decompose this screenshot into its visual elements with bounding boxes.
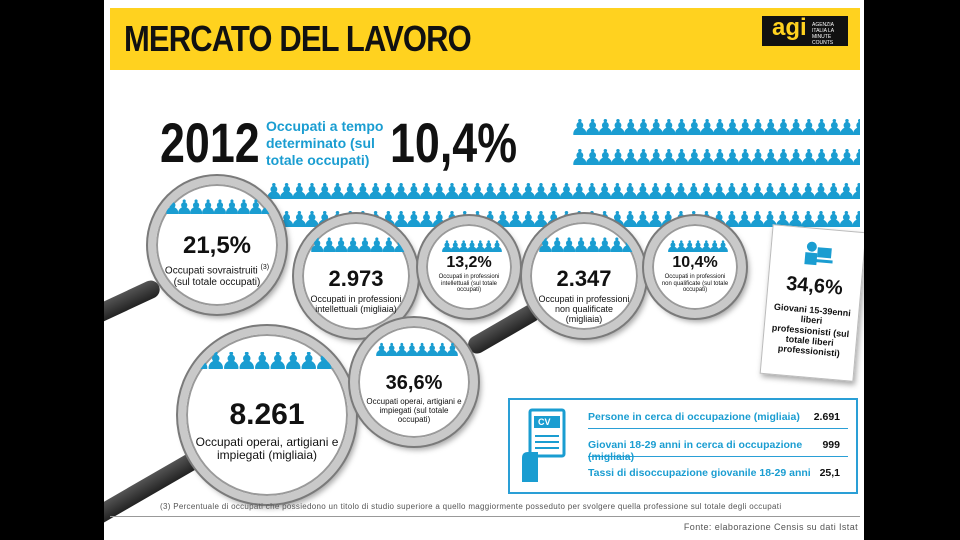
lens-workers: ♟♟♟♟♟♟♟♟♟♟ 8.261 Occupati operai, artigi… — [178, 326, 356, 504]
footnote: (3) Percentuale di occupati che possiedo… — [160, 502, 782, 511]
lens-intellectual-pct: ♟♟♟♟♟♟♟ 13,2% Occupati in professioni in… — [418, 216, 520, 318]
young-professionals-label: Giovani 15-39enni liberi professionisti … — [771, 301, 852, 359]
year-label: 2012 — [160, 111, 260, 174]
people-row-icon: ♟♟♟♟♟♟♟♟♟♟♟♟♟♟♟♟♟♟♟♟♟♟♟♟♟♟♟♟♟♟♟♟♟ — [570, 116, 860, 140]
intellectual-pct-label: Occupati in professioni intellettuali (s… — [438, 274, 500, 294]
row-label: Persone in cerca di occupazione (migliai… — [588, 411, 800, 423]
divider — [110, 516, 860, 517]
infobox-row: Tassi di disoccupazione giovanile 18-29 … — [588, 462, 848, 484]
row-label: Tassi di disoccupazione giovanile 18-29 … — [588, 467, 811, 479]
people-icon: ♟♟♟♟♟♟♟♟♟ — [163, 198, 276, 218]
intellectual-pct-value: 13,2% — [446, 254, 492, 271]
people-icon: ♟♟♟♟♟♟♟ — [439, 239, 504, 256]
people-icon: ♟♟♟♟♟♟♟ — [665, 239, 730, 256]
workers-label: Occupati operai, artigiani e impiegati (… — [195, 435, 339, 463]
overqualified-label: Occupati sovraistruiti (3) (sul totale o… — [164, 264, 270, 288]
people-row-icon: ♟♟♟♟♟♟♟♟♟♟♟♟♟♟♟♟♟♟♟♟♟♟♟♟♟♟♟♟♟♟♟♟♟ — [570, 146, 860, 170]
row-value: 999 — [822, 439, 840, 451]
workers-value: 8.261 — [229, 398, 305, 431]
row-label: Giovani 18-29 anni in cerca di occupazio… — [588, 439, 803, 463]
intellectual-label: Occupati in professioni intellettuali (m… — [310, 294, 402, 315]
people-icon: ♟♟♟♟♟♟♟♟ — [308, 236, 409, 256]
lens-unskilled-professions: ♟♟♟♟♟♟♟♟ 2.347 Occupati in professioni n… — [522, 214, 646, 338]
people-icon: ♟♟♟♟♟♟♟♟ — [373, 340, 460, 360]
temporary-workers-value: 10,4% — [390, 111, 518, 174]
row-value: 25,1 — [819, 467, 840, 479]
lens-unskilled-pct: ♟♟♟♟♟♟♟ 10,4% Occupati in professioni no… — [644, 216, 746, 318]
lens-intellectual-professions: ♟♟♟♟♟♟♟♟ 2.973 Occupati in professioni i… — [294, 214, 418, 338]
young-professionals-value: 34,6% — [785, 272, 844, 300]
lens-overqualified: ♟♟♟♟♟♟♟♟♟ 21,5% Occupati sovraistruiti (… — [148, 176, 286, 314]
infographic-sheet: MERCATO DEL LAVORO agi AGENZIA ITALIA LA… — [104, 0, 864, 540]
row-value: 2.691 — [813, 411, 840, 423]
header-banner: MERCATO DEL LAVORO agi AGENZIA ITALIA LA… — [110, 8, 860, 70]
workers-pct-label: Occupati operai, artigiani e impiegati (… — [366, 397, 462, 424]
unskilled-pct-label: Occupati in professioni non qualificate … — [661, 274, 729, 294]
infobox-row: Persone in cerca di occupazione (migliai… — [588, 406, 848, 429]
people-icon: ♟♟♟♟♟♟♟♟♟♟ — [189, 352, 348, 372]
overqualified-label-text: Occupati sovraistruiti — [164, 265, 258, 277]
unemployment-infobox: CV Persone in cerca di occupazione (migl… — [508, 398, 858, 494]
source-credit: Fonte: elaborazione Censis su dati Istat — [683, 522, 858, 532]
temporary-workers-label: Occupati a tempo determinato (sul totale… — [266, 118, 384, 168]
agi-logo: agi AGENZIA ITALIA LA MINUTE COUNTS — [762, 14, 848, 46]
cv-document-icon: CV — [520, 408, 568, 482]
people-row-icon: ♟♟♟♟♟♟♟♟♟♟♟♟♟♟♟♟♟♟♟♟♟♟♟♟♟♟♟♟♟♟♟♟♟♟♟♟♟♟♟♟… — [264, 180, 860, 204]
page-title: MERCATO DEL LAVORO — [124, 18, 472, 59]
infobox-row: Giovani 18-29 anni in cerca di occupazio… — [588, 434, 848, 463]
people-icon: ♟♟♟♟♟♟♟♟ — [536, 236, 637, 256]
overqualified-label-sub: (sul totale occupati) — [173, 276, 261, 288]
lens-workers-pct: ♟♟♟♟♟♟♟♟ 36,6% Occupati operai, artigian… — [350, 318, 478, 446]
footnote-ref: (3) — [260, 264, 270, 271]
unskilled-pct-value: 10,4% — [672, 254, 718, 271]
magnifier-handle — [104, 277, 163, 341]
cv-label: CV — [538, 417, 551, 427]
intellectual-value: 2.973 — [328, 266, 384, 291]
unskilled-label: Occupati in professioni non qualificate … — [538, 294, 630, 325]
unskilled-value: 2.347 — [556, 266, 612, 291]
young-professionals-card: 34,6% Giovani 15-39enni liberi professio… — [759, 224, 864, 382]
overqualified-value: 21,5% — [182, 232, 252, 259]
logo-subtext: AGENZIA ITALIA LA MINUTE COUNTS — [812, 22, 834, 46]
workers-pct-value: 36,6% — [385, 372, 443, 394]
logo-text: agi — [772, 14, 807, 41]
laptop-user-icon — [800, 240, 834, 269]
